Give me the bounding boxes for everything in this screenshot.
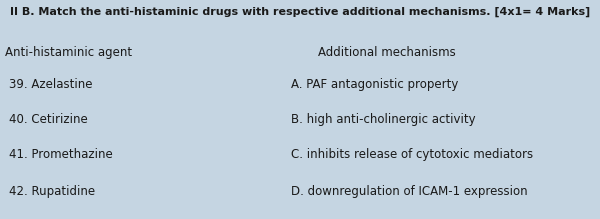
Text: Anti-histaminic agent: Anti-histaminic agent <box>5 46 133 59</box>
Text: 41. Promethazine: 41. Promethazine <box>9 148 113 161</box>
Text: C. inhibits release of cytotoxic mediators: C. inhibits release of cytotoxic mediato… <box>291 148 533 161</box>
Text: 42. Rupatidine: 42. Rupatidine <box>9 185 95 198</box>
Text: Additional mechanisms: Additional mechanisms <box>318 46 456 59</box>
Text: A. PAF antagonistic property: A. PAF antagonistic property <box>291 78 458 91</box>
Text: B. high anti-cholinergic activity: B. high anti-cholinergic activity <box>291 113 476 126</box>
Text: D. downregulation of ICAM-1 expression: D. downregulation of ICAM-1 expression <box>291 185 527 198</box>
Text: 39. Azelastine: 39. Azelastine <box>9 78 92 91</box>
Text: II B. Match the anti-histaminic drugs with respective additional mechanisms. [4x: II B. Match the anti-histaminic drugs wi… <box>10 7 590 17</box>
Text: 40. Cetirizine: 40. Cetirizine <box>9 113 88 126</box>
